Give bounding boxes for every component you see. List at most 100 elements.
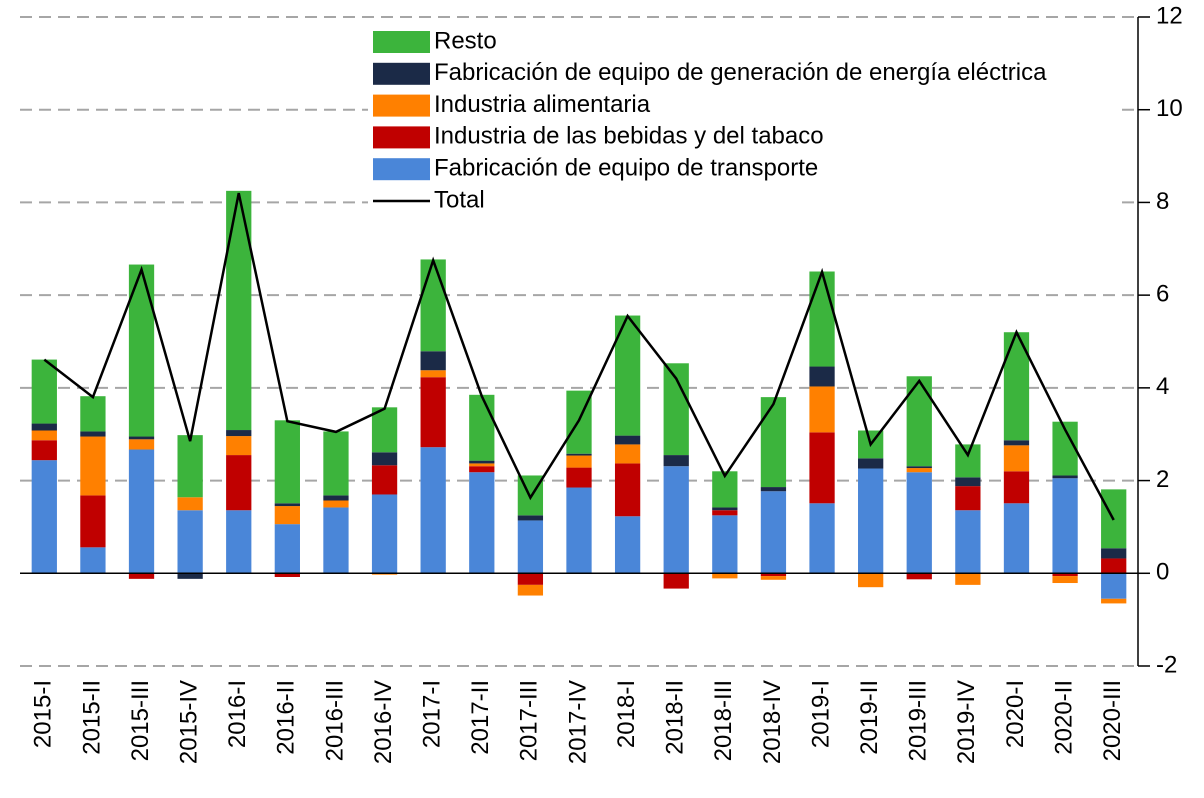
bar: [517, 515, 544, 521]
bar: [1003, 440, 1030, 446]
bar: [955, 510, 981, 574]
bar: [614, 444, 641, 464]
x-tick-label: 2015-III: [127, 680, 154, 761]
bar: [1101, 598, 1127, 604]
bar: [274, 420, 300, 504]
bar: [517, 520, 544, 574]
bar: [177, 497, 203, 511]
x-tick-label: 2018-III: [710, 680, 737, 761]
x-tick-label: 2019-I: [807, 680, 834, 748]
bar: [371, 494, 398, 574]
x-tick-label: 2015-II: [78, 680, 105, 755]
bar: [809, 432, 835, 504]
bar: [128, 573, 155, 579]
bar: [858, 468, 884, 574]
legend-swatch: [373, 62, 430, 85]
legend-label: Fabricación de equipo de transporte: [434, 155, 818, 182]
bar: [906, 466, 932, 469]
bar: [712, 515, 738, 574]
x-tick-label: 2018-II: [662, 680, 689, 755]
bar: [420, 259, 446, 352]
legend-swatch: [373, 94, 430, 117]
bar: [955, 573, 981, 585]
bar: [809, 503, 835, 574]
bar: [31, 430, 57, 441]
bar: [226, 430, 252, 437]
bar: [371, 452, 398, 466]
bar: [226, 190, 252, 431]
bar: [760, 576, 787, 580]
bar: [1101, 573, 1127, 599]
bar: [323, 431, 349, 496]
bar: [1052, 576, 1078, 584]
bar: [274, 506, 300, 525]
bar: [80, 547, 106, 574]
bar: [31, 460, 57, 574]
bar: [323, 507, 349, 574]
bar: [128, 449, 155, 574]
bar: [80, 436, 106, 496]
x-tick-label: 2017-II: [467, 680, 494, 755]
bar: [906, 472, 932, 574]
x-tick-label: 2020-II: [1050, 680, 1077, 755]
bar: [906, 573, 932, 580]
x-tick-label: 2019-IV: [953, 680, 980, 764]
x-tick-label: 2018-I: [613, 680, 640, 748]
bar: [80, 495, 106, 548]
x-tick-label: 2020-III: [1099, 680, 1126, 761]
legend-label: Fabricación de equipo de generación de e…: [434, 59, 1047, 86]
bar: [517, 584, 544, 596]
bar: [614, 516, 641, 574]
bar: [274, 524, 300, 574]
x-tick-label: 2017-IV: [564, 680, 591, 764]
bar: [371, 407, 398, 453]
bar: [226, 510, 252, 574]
bar: [955, 444, 981, 478]
bar: [128, 439, 155, 450]
bar: [1052, 475, 1078, 479]
bar: [566, 467, 592, 488]
bar: [420, 370, 446, 378]
bar: [31, 440, 57, 461]
bar: [760, 487, 787, 492]
x-tick-label: 2015-IV: [175, 680, 202, 764]
bar: [566, 455, 592, 468]
bar: [31, 423, 57, 431]
bar: [663, 466, 689, 574]
bar: [760, 397, 787, 488]
bar: [80, 431, 106, 437]
bar: [712, 573, 738, 579]
bar: [420, 377, 446, 448]
bar: [323, 495, 349, 501]
total-line: [43, 192, 1115, 521]
y-tick-label: -2: [1156, 651, 1177, 678]
legend-label: Industria de las bebidas y del tabaco: [434, 123, 824, 150]
y-tick-label: 8: [1156, 188, 1169, 215]
legend-label: Resto: [434, 27, 497, 54]
bar: [469, 463, 495, 467]
bar: [906, 468, 932, 473]
y-tick-label: 12: [1156, 2, 1183, 29]
bar: [1101, 548, 1127, 559]
bar: [858, 458, 884, 469]
bar: [420, 447, 446, 574]
x-tick-label: 2018-IV: [759, 680, 786, 764]
bar: [1003, 445, 1030, 472]
bar: [274, 503, 300, 507]
bar: [1052, 478, 1078, 574]
bar: [177, 573, 203, 579]
legend-swatch: [373, 158, 430, 181]
bar: [1101, 558, 1127, 574]
x-tick-label: 2015-I: [30, 680, 57, 748]
bar: [226, 455, 252, 511]
bar: [566, 453, 592, 456]
y-tick-label: 2: [1156, 466, 1169, 493]
bar: [955, 477, 981, 487]
legend-label: Industria alimentaria: [434, 91, 651, 118]
bar: [663, 455, 689, 467]
bar: [663, 573, 689, 589]
bar: [1003, 503, 1030, 574]
bar: [274, 573, 300, 577]
bar: [80, 396, 106, 432]
